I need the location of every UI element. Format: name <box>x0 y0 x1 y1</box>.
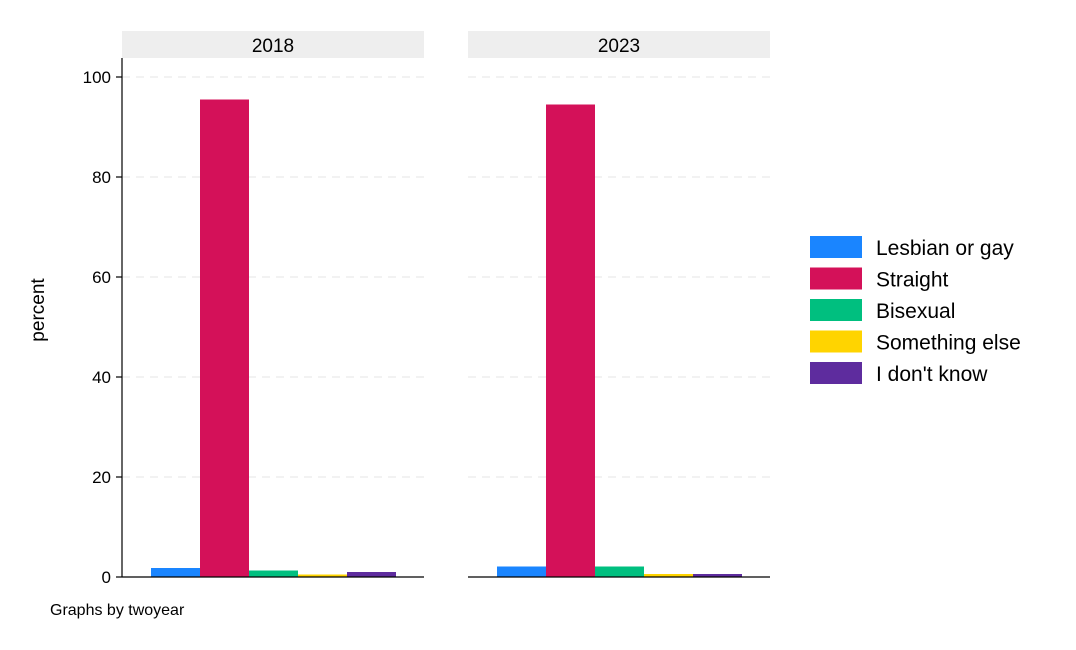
y-tick-label: 0 <box>102 568 111 587</box>
panel-2018: 2018 0 20 40 60 80 100 <box>83 31 424 587</box>
panels-layer: 2018 0 20 40 60 80 100 2023 <box>83 31 770 587</box>
legend-label-1: Straight <box>876 269 949 292</box>
legend-swatch-1 <box>810 267 862 290</box>
legend-label-4: I don't know <box>876 363 988 386</box>
y-axis-label: percent <box>28 278 49 342</box>
panel-2023: 2023 <box>468 31 770 578</box>
bar-2023-0 <box>497 566 546 577</box>
legend: Lesbian or gay Straight Bisexual Something … <box>810 236 1021 386</box>
legend-swatch-4 <box>810 362 862 384</box>
legend-swatch-3 <box>810 330 862 353</box>
graph-note: Graphs by twoyear <box>50 602 185 619</box>
bar-2023-3 <box>644 574 693 577</box>
legend-swatch-0 <box>810 236 862 258</box>
y-tick-label: 20 <box>92 468 111 487</box>
panel-strip <box>468 31 770 58</box>
bar-2023-1 <box>546 104 595 577</box>
legend-label-0: Lesbian or gay <box>876 237 1014 260</box>
bar-2018-4 <box>347 572 396 577</box>
y-tick-label: 40 <box>92 368 111 387</box>
legend-swatch-2 <box>810 299 862 321</box>
panel-strip <box>122 31 424 58</box>
legend-label-2: Bisexual <box>876 300 955 323</box>
panel-title: 2018 <box>252 36 294 57</box>
bar-2018-2 <box>249 570 298 577</box>
bar-2018-1 <box>200 99 249 577</box>
y-tick-label: 60 <box>92 268 111 287</box>
bar-2018-0 <box>151 568 200 577</box>
bar-2023-4 <box>693 574 742 577</box>
y-tick-label: 100 <box>83 68 111 87</box>
bar-2023-2 <box>595 566 644 577</box>
legend-label-3: Something else <box>876 332 1021 355</box>
bar-2018-3 <box>298 574 347 577</box>
y-tick-label: 80 <box>92 168 111 187</box>
panel-title: 2023 <box>598 36 640 57</box>
